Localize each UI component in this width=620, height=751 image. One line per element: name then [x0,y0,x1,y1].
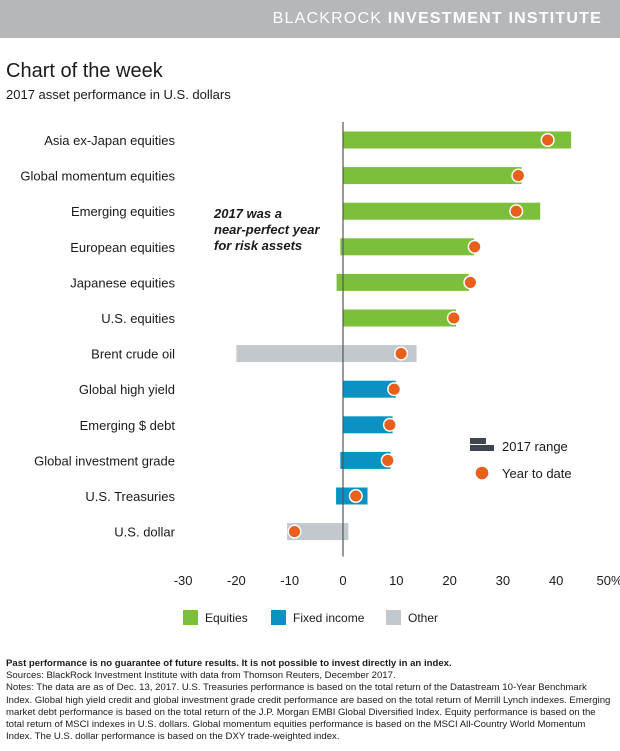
ytd-marker [540,132,555,148]
range-bar [340,451,391,469]
legend-ytd-marker [475,466,489,480]
brand-bold-text: INVESTMENT INSTITUTE [387,10,602,27]
category-label: Brent crude oil [91,347,175,362]
x-tick-label: 20 [442,573,456,588]
category-label: Japanese equities [70,275,175,290]
ytd-marker [509,204,524,219]
brand-light-text: BLACKROCK [272,10,383,27]
annotation-text: for risk assets [214,238,302,253]
disclaimer: Past performance is no guarantee of futu… [6,658,452,669]
range-bar [343,416,393,434]
range-bar [343,131,572,149]
range-bar [343,380,396,398]
legend-label: Fixed income [293,611,365,625]
sources: Sources: BlackRock Investment Institute … [6,670,396,682]
legend-range-swatch [470,438,486,444]
legend-range-swatch [470,445,494,451]
legend-label: Other [408,611,438,625]
range-bar [343,167,522,185]
header-bar: BLACKROCK INVESTMENT INSTITUTE [0,0,620,38]
category-label: U.S. equities [101,311,175,326]
range-bar [343,202,541,220]
footer: Past performance is no guarantee of futu… [6,658,614,743]
chart-subtitle: 2017 asset performance in U.S. dollars [6,87,231,102]
category-label: Asia ex-Japan equities [44,133,175,148]
legend-label: Equities [205,611,248,625]
legend-ytd-label: Year to date [502,466,572,481]
ytd-marker [511,168,526,183]
x-tick-label: 30 [496,573,510,588]
annotation-text: 2017 was a [213,206,282,221]
ytd-marker [387,382,402,397]
x-tick-label: 40 [549,573,563,588]
legend-swatch [183,610,198,625]
ytd-marker [467,239,482,254]
ytd-marker [348,488,363,504]
ytd-marker [287,524,302,539]
x-tick-label: 10 [389,573,403,588]
annotation-text: near-perfect year [214,222,320,237]
brand-logo: BLACKROCK INVESTMENT INSTITUTE [273,10,602,28]
x-tick-label: -30 [174,573,193,588]
category-label: U.S. dollar [114,525,175,540]
range-bar [343,309,456,327]
range-bar [287,523,349,541]
range-bar [340,238,475,256]
chart-title: Chart of the week [6,60,163,82]
legend-swatch [386,610,401,625]
x-tick-label: -10 [280,573,299,588]
category-label: European equities [70,240,175,255]
chart-area: Asia ex-Japan equities Global momentum eq… [20,122,620,625]
legend-range-label: 2017 range [502,439,568,454]
ytd-marker [394,346,409,361]
category-label: Emerging $ debt [80,418,176,433]
category-label: Global momentum equities [20,169,175,184]
category-label: Emerging equities [71,204,176,219]
notes: Notes: The data are as of Dec. 13, 2017.… [6,682,611,743]
x-tick-label: -20 [227,573,246,588]
x-tick-label: 0 [339,573,346,588]
category-label: Global high yield [79,382,175,397]
category-label: U.S. Treasuries [85,489,175,504]
range-bar [336,273,469,291]
ytd-marker [446,310,461,326]
ytd-marker [463,275,478,290]
ytd-marker [382,417,397,432]
x-tick-label: 50% [596,573,620,588]
range-bar [236,345,417,363]
category-label: Global investment grade [34,453,175,468]
legend-swatch [271,610,286,625]
ytd-marker [380,453,395,468]
